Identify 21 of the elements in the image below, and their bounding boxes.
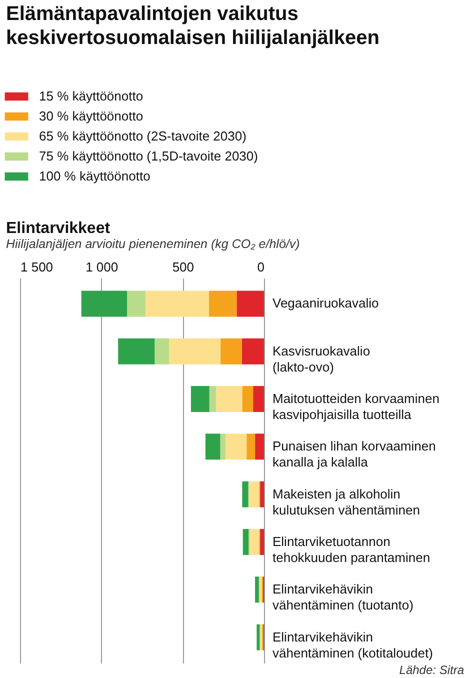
y-tick-label: Vegaaniruokavalio <box>272 296 379 311</box>
legend-label: 65 % käyttöönotto (2S-tavoite 2030) <box>39 128 246 144</box>
x-tick-label: 1 000 <box>86 260 118 274</box>
x-tick-label: 0 <box>257 260 264 274</box>
chart-title: Elämäntapavalintojen vaikutus keskivertosuomalaisen hiilijalanjälkeen <box>6 3 380 49</box>
y-tick-label: Kasvisruokavalio (lakto-ovo) <box>272 343 370 374</box>
x-tick-label: 500 <box>172 260 194 274</box>
x-tick-label: 1 500 <box>20 260 54 274</box>
x-axis-title: Hiilijalanjäljen arvioitu pieneneminen (kg CO₂ e/hlö/v) <box>6 237 300 251</box>
y-tick-label: Elintarvikehävikin vähentäminen (kotitaloudet) <box>272 629 433 660</box>
y-tick-label: Punaisen lihan korvaaminen kanalla ja kalalla <box>272 438 436 470</box>
legend-label: 75 % käyttöönotto (1,5D-tavoite 2030) <box>39 148 258 164</box>
y-tick-label: Elintarvikehävikin vähentäminen (tuotanto) <box>272 582 414 613</box>
chart-subtitle: Elintarvikkeet <box>6 220 111 237</box>
y-tick-label: Elintarviketuotannon tehokkuuden parantaminen <box>272 534 430 565</box>
text: Lähde: Sitra <box>399 663 464 677</box>
legend-label: 15 % käyttöönotto <box>39 88 144 104</box>
y-tick-label: Maitotuotteiden korvaaminen kasvipohjaisilla tuotteilla <box>272 391 440 422</box>
legend-label: 30 % käyttöönotto <box>39 108 144 124</box>
legend-label: 100 % käyttöönotto <box>39 168 150 184</box>
y-tick-label: Makeisten ja alkoholin kulutuksen vähentäminen <box>272 486 420 518</box>
